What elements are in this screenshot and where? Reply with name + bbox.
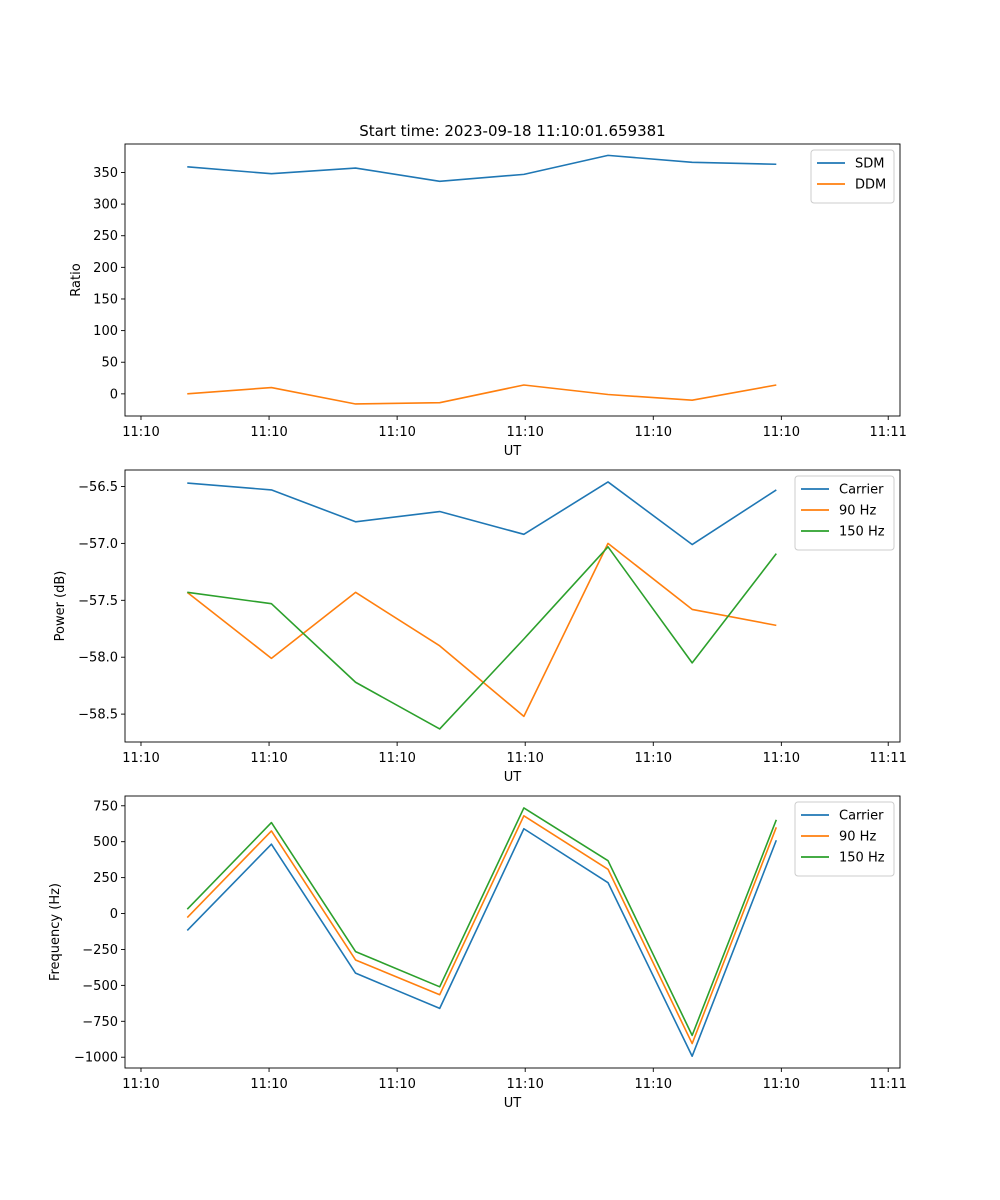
legend-label: 150 Hz	[839, 851, 885, 866]
y-tick-label: 150	[93, 292, 118, 307]
legend-label: Carrier	[839, 483, 884, 498]
x-tick-label: 11:11	[869, 1077, 906, 1092]
x-tick-label: 11:10	[635, 425, 672, 440]
x-axis-label: UT	[504, 1096, 522, 1111]
figure-title: Start time: 2023-09-18 11:10:01.659381	[359, 122, 665, 140]
x-tick-label: 11:10	[763, 1077, 800, 1092]
legend-label: 90 Hz	[839, 830, 876, 845]
series-line-90-hz	[186, 542, 777, 718]
axes-frame	[124, 469, 901, 743]
y-tick-label: 750	[93, 799, 118, 814]
y-tick-label: 100	[93, 324, 118, 339]
series-line-carrier	[186, 827, 778, 1058]
x-tick-label: 11:10	[122, 751, 159, 766]
series-line-carrier	[187, 481, 777, 546]
y-tick-label: 50	[101, 356, 118, 371]
x-axis-label: UT	[504, 444, 522, 459]
y-tick-label: −58.5	[78, 708, 118, 723]
series-line-90-hz	[186, 815, 778, 1045]
x-tick-label: 11:10	[378, 751, 415, 766]
y-tick-label: −57.0	[78, 537, 118, 552]
y-tick-label: −250	[82, 943, 118, 958]
x-tick-label: 11:10	[763, 751, 800, 766]
legend-label: 150 Hz	[839, 525, 885, 540]
x-tick-label: 11:10	[635, 1077, 672, 1092]
y-axis-label: Power (dB)	[53, 571, 68, 642]
y-tick-label: −56.5	[78, 480, 118, 495]
x-tick-label: 11:10	[122, 1077, 159, 1092]
series-line-ddm	[187, 384, 777, 405]
series-line-150-hz	[187, 546, 777, 730]
y-tick-label: 500	[93, 835, 118, 850]
y-tick-label: −57.5	[78, 594, 118, 609]
x-tick-label: 11:11	[869, 751, 906, 766]
y-tick-label: 0	[110, 907, 118, 922]
axes-frame	[124, 795, 901, 1069]
y-tick-label: 250	[93, 871, 118, 886]
x-tick-label: 11:10	[506, 425, 543, 440]
x-tick-label: 11:10	[763, 425, 800, 440]
x-tick-label: 11:10	[250, 425, 287, 440]
y-tick-label: 350	[93, 166, 118, 181]
power-panel: −58.5 −58.0 −57.5 −57.0 −56.5 11:10 11:10 11:10…	[53, 469, 907, 785]
y-tick-label: −500	[82, 979, 118, 994]
legend-label: DDM	[855, 178, 886, 193]
frequency-panel: −1000 −750 −500 −250 0 250 500 750 11:10 11:10 11:…	[48, 795, 907, 1111]
y-axis-label: Ratio	[69, 263, 84, 296]
y-tick-label: 200	[93, 261, 118, 276]
x-tick-label: 11:10	[250, 1077, 287, 1092]
legend-label: 90 Hz	[839, 504, 876, 519]
legend-label: SDM	[855, 157, 884, 172]
x-axis-label: UT	[504, 770, 522, 785]
y-tick-label: 250	[93, 229, 118, 244]
x-tick-label: 11:10	[378, 425, 415, 440]
legend-label: Carrier	[839, 809, 884, 824]
x-tick-label: 11:10	[506, 1077, 543, 1092]
axes-frame	[124, 143, 901, 417]
y-tick-label: −58.0	[78, 651, 118, 666]
x-tick-label: 11:10	[250, 751, 287, 766]
x-tick-label: 11:10	[635, 751, 672, 766]
y-tick-label: 300	[93, 198, 118, 213]
y-tick-label: 0	[110, 387, 118, 402]
x-tick-label: 11:11	[869, 425, 906, 440]
y-axis-label: Frequency (Hz)	[48, 883, 63, 981]
ratio-panel: 0 50 100 150 200 250 300 350 11:10 11:10 11:10 11:1…	[69, 143, 907, 459]
y-tick-label: −1000	[74, 1051, 118, 1066]
x-tick-label: 11:10	[122, 425, 159, 440]
x-tick-label: 11:10	[506, 751, 543, 766]
x-tick-label: 11:10	[378, 1077, 415, 1092]
series-line-150-hz	[186, 807, 778, 1037]
y-tick-label: −750	[82, 1015, 118, 1030]
series-line-sdm	[187, 154, 777, 183]
